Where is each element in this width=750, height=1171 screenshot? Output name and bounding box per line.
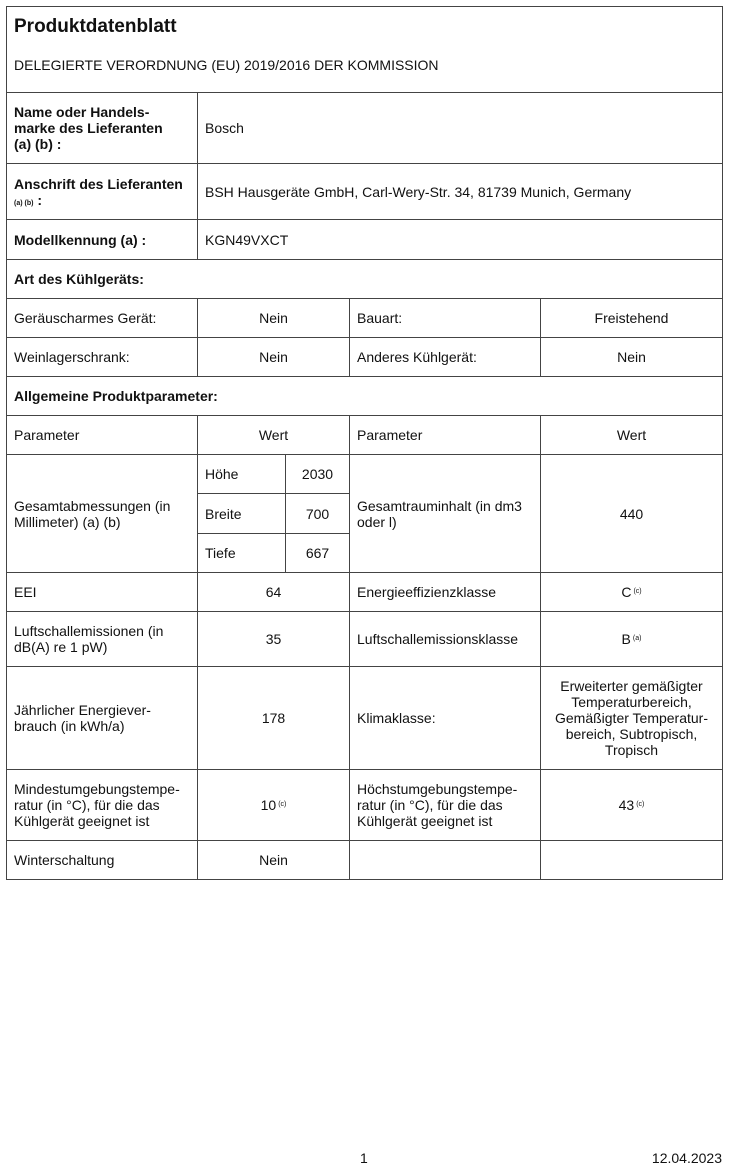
supplier-address-label: Anschrift des Lieferanten (a) (b) :: [6, 163, 198, 220]
supplier-name: Bosch: [197, 92, 723, 164]
noise-class-note: (a): [632, 635, 642, 642]
address-label-note: (a) (b): [14, 200, 34, 207]
width-label: Breite: [197, 493, 286, 534]
design-label: Bauart:: [349, 298, 541, 338]
min-temp-value: 10 (c): [197, 769, 350, 841]
dimensions-label: Gesamtabmessungen (in Millimeter) (a) (b…: [6, 454, 198, 573]
max-temp-value: 43 (c): [540, 769, 723, 841]
noise-label: Luftschallemissionen (in dB(A) re 1 pW): [6, 611, 198, 667]
params-heading: Allgemeine Produktparameter:: [6, 376, 723, 416]
energy-class-label: Energieeffizienzklasse: [349, 572, 541, 612]
min-temp-label: Mindestumgebungstempe- ratur (in °C), fü…: [6, 769, 198, 841]
page-number: 1: [360, 1150, 368, 1166]
col-header-parameter-2: Parameter: [349, 415, 541, 455]
noise-class-value: B (a): [540, 611, 723, 667]
noise-class: B: [621, 631, 631, 647]
depth-value: 667: [285, 533, 350, 573]
title-block: Produktdatenblatt DELEGIERTE VERORDNUNG …: [6, 6, 723, 93]
min-temp-note: (c): [278, 801, 287, 808]
energy-class: C: [621, 584, 632, 600]
climate-value: Erweiterter gemäßigter Temperaturbereich…: [540, 666, 723, 770]
other-label: Anderes Kühlgerät:: [349, 337, 541, 377]
depth-label: Tiefe: [197, 533, 286, 573]
col-header-value: Wert: [197, 415, 350, 455]
footer-date: 12.04.2023: [651, 1150, 722, 1166]
energy-class-note: (c): [633, 588, 642, 595]
max-temp-label: Höchstumgebungstempe- ratur (in °C), für…: [349, 769, 541, 841]
width-value: 700: [285, 493, 350, 534]
climate-label: Klimaklasse:: [349, 666, 541, 770]
supplier-address: BSH Hausgeräte GmbH, Carl-Wery-Str. 34, …: [197, 163, 723, 220]
type-heading: Art des Kühlgeräts:: [6, 259, 723, 299]
address-label-text: Anschrift des Lieferanten: [14, 176, 183, 192]
wine-label: Weinlagerschrank:: [6, 337, 198, 377]
other-value: Nein: [540, 337, 723, 377]
address-label-colon: :: [37, 192, 43, 208]
model-label: Modellkennung (a) :: [6, 219, 198, 260]
low-noise-label: Geräuscharmes Gerät:: [6, 298, 198, 338]
min-temp: 10: [260, 797, 277, 813]
design-value: Freistehend: [540, 298, 723, 338]
low-noise-value: Nein: [197, 298, 350, 338]
col-header-parameter: Parameter: [6, 415, 198, 455]
volume-value: 440: [540, 454, 723, 573]
empty-cell: [540, 840, 723, 880]
page-title: Produktdatenblatt: [14, 16, 177, 37]
height-value: 2030: [285, 454, 350, 494]
height-label: Höhe: [197, 454, 286, 494]
model-id: KGN49VXCT: [197, 219, 723, 260]
max-temp: 43: [618, 797, 635, 813]
energy-class-value: C (c): [540, 572, 723, 612]
col-header-value-2: Wert: [540, 415, 723, 455]
consumption-value: 178: [197, 666, 350, 770]
consumption-label: Jährlicher Energiever- brauch (in kWh/a): [6, 666, 198, 770]
eei-value: 64: [197, 572, 350, 612]
supplier-name-label: Name oder Handels- marke des Lieferanten…: [6, 92, 198, 164]
eei-label: EEI: [6, 572, 198, 612]
noise-class-label: Luftschallemissionsklasse: [349, 611, 541, 667]
regulation-subtitle: DELEGIERTE VERORDNUNG (EU) 2019/2016 DER…: [14, 57, 439, 73]
winter-value: Nein: [197, 840, 350, 880]
empty-cell: [349, 840, 541, 880]
volume-label: Gesamtrauminhalt (in dm3 oder l): [349, 454, 541, 573]
wine-value: Nein: [197, 337, 350, 377]
noise-value: 35: [197, 611, 350, 667]
max-temp-note: (c): [636, 801, 645, 808]
winter-label: Winterschaltung: [6, 840, 198, 880]
